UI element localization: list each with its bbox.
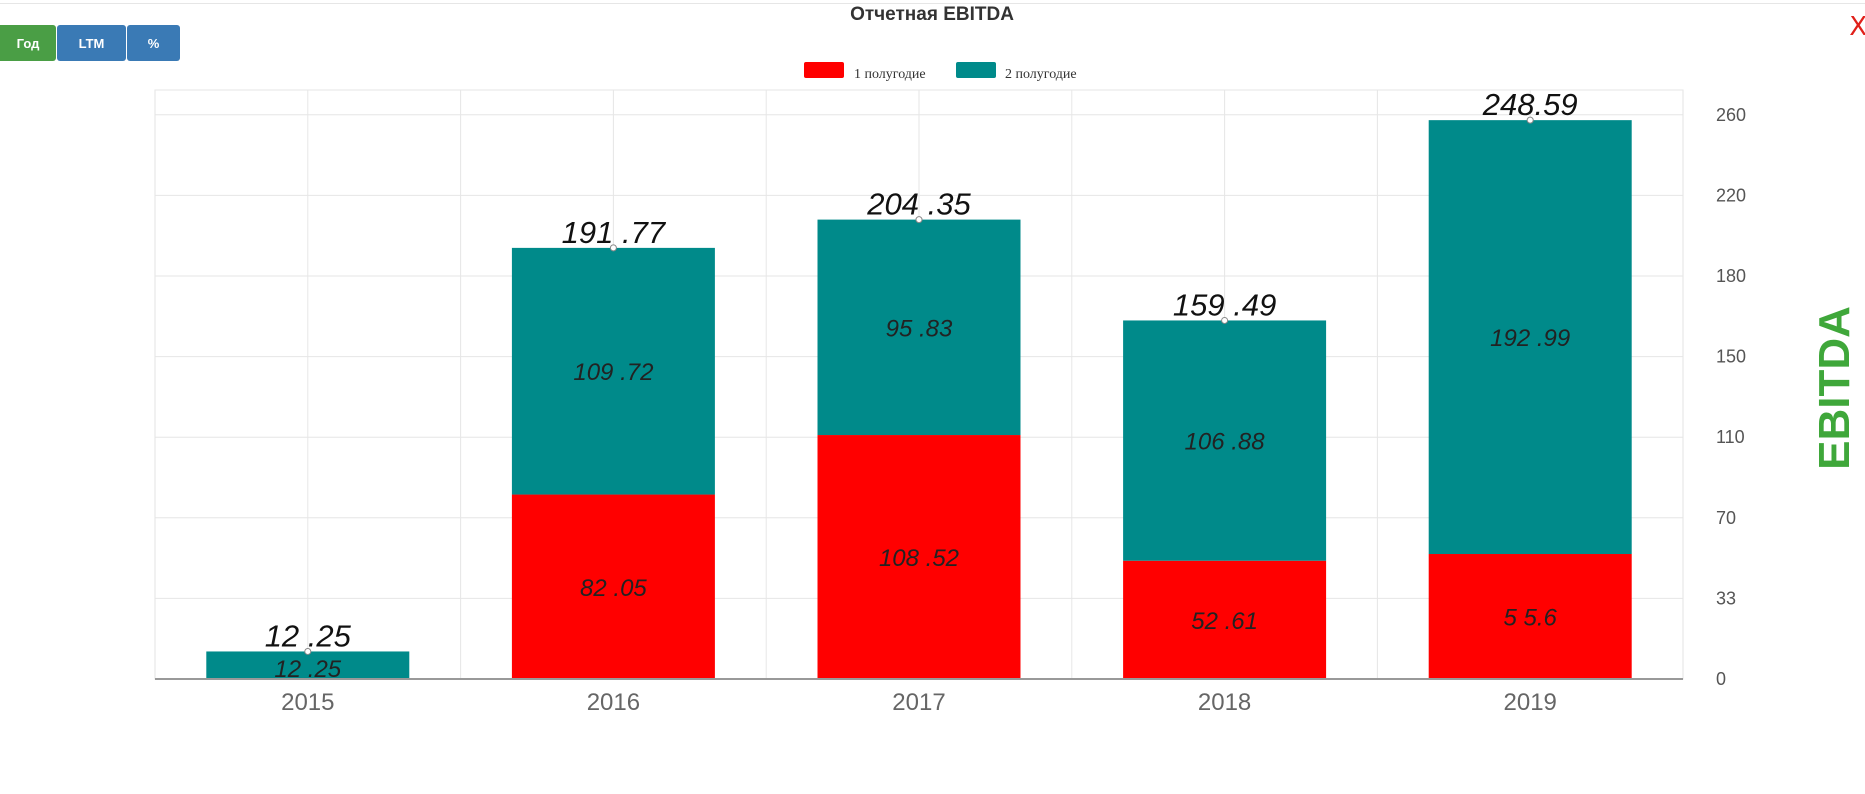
x-axis: 2015 2016 2017 2018 2019 <box>155 678 1683 716</box>
y-tick-label-70: 70 <box>1716 508 1736 528</box>
bars <box>206 120 1632 679</box>
x-tick-label-2015: 2015 <box>281 689 334 716</box>
legend: 1 полугодие 2 полугодие <box>804 62 1077 82</box>
bar-series2-2018 <box>1123 320 1327 561</box>
bar-label-series2-2016: 109 .72 <box>573 359 653 386</box>
bar-label-series1-2018: 52 .61 <box>1191 608 1258 635</box>
y-tick-label-180: 180 <box>1716 266 1746 286</box>
bar-label-series2-2018: 106 .88 <box>1185 429 1266 456</box>
bar-label-series2-2019: 192 .99 <box>1490 325 1570 352</box>
y-tick-label-33: 33 <box>1716 588 1736 608</box>
total-label-2016: 191 .77 <box>562 215 667 250</box>
y-tick-label-0: 0 <box>1716 669 1726 689</box>
total-marker-2016 <box>609 244 617 252</box>
bar-series1-2016 <box>511 494 715 679</box>
legend-swatch-series2 <box>956 62 996 78</box>
bar-label-series1-2017: 108 .52 <box>879 545 959 572</box>
total-label-2017: 204 .35 <box>866 187 971 222</box>
y-axis-label: EBITDA <box>1810 306 1859 470</box>
y-axis: 0 33 70 110 150 180 220 260 <box>1716 105 1746 689</box>
legend-swatch-series1 <box>804 62 844 78</box>
legend-label-series1: 1 полугодие <box>854 67 926 82</box>
total-marker-2018 <box>1221 316 1229 324</box>
y-tick-label-260: 260 <box>1716 105 1746 125</box>
ltm-button[interactable]: LTM <box>57 25 126 61</box>
x-tick-label-2016: 2016 <box>587 689 640 716</box>
bar-series1-2018 <box>1123 560 1327 679</box>
total-marker-2015 <box>304 647 312 655</box>
y-tick-label-220: 220 <box>1716 185 1746 205</box>
bar-series1-2017 <box>817 435 1021 679</box>
period-toggle-group: Год LTM % <box>0 25 180 61</box>
total-label-2015: 12 .25 <box>265 618 352 653</box>
y-tick-label-110: 110 <box>1716 427 1745 447</box>
x-tick-label-2019: 2019 <box>1504 689 1557 716</box>
x-tick-label-2018: 2018 <box>1198 689 1251 716</box>
bar-label-series1-2019: 5 5.6 <box>1504 605 1558 632</box>
top-divider <box>0 3 1865 4</box>
bar-series2-2016 <box>511 247 715 495</box>
close-icon[interactable]: X <box>1849 12 1865 42</box>
total-marker-2017 <box>915 216 923 224</box>
chart-title: Отчетная EBITDA <box>850 4 1014 25</box>
total-label-2019: 248.59 <box>1482 87 1578 122</box>
bar-series1-2019 <box>1428 554 1632 679</box>
bar-series2-2019 <box>1428 120 1632 555</box>
legend-label-series2: 2 полугодие <box>1005 67 1077 82</box>
bar-series2-2017 <box>817 219 1021 436</box>
bar-series2-2015 <box>206 651 410 679</box>
percent-button[interactable]: % <box>127 25 180 61</box>
x-tick-label-2017: 2017 <box>892 689 945 716</box>
bar-label-series1-2016: 82 .05 <box>580 575 647 602</box>
bar-label-series2-2017: 95 .83 <box>886 315 953 342</box>
year-button[interactable]: Год <box>0 25 56 61</box>
total-label-2018: 159 .49 <box>1173 287 1276 322</box>
total-marker-2019 <box>1526 116 1534 124</box>
y-tick-label-150: 150 <box>1716 347 1746 367</box>
